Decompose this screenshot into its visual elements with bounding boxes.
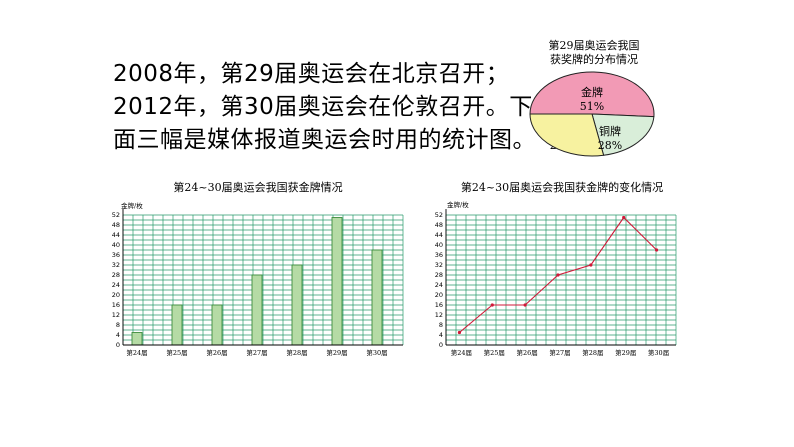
intro-line-1: 2008年，第29届奥运会在北京召开； [113,61,510,87]
y-tick-label: 8 [439,321,443,329]
data-point [589,263,593,267]
y-tick-label: 32 [112,261,120,269]
pie-slice [529,71,655,118]
x-tick-label: 第24届 [126,348,147,357]
y-tick-label: 20 [435,291,443,299]
y-tick-label: 52 [112,211,120,219]
x-tick-label: 第28届 [582,348,603,357]
bar-chart-bars [131,217,383,346]
y-tick-label: 44 [435,231,443,239]
y-tick-label: 24 [112,281,120,289]
y-tick-label: 40 [435,241,443,249]
x-tick-label: 第27届 [549,348,570,357]
x-tick-label: 第25届 [166,348,187,357]
y-tick-label: 0 [116,341,120,349]
x-tick-label: 第30届 [366,348,387,357]
y-tick-label: 36 [435,251,443,259]
pie-slice-value: 51% [580,100,604,113]
pie-title-line-2: 获奖牌的分布情况 [550,52,638,66]
pie-slice-label: 金牌 [581,85,603,99]
y-tick-label: 28 [112,271,120,279]
y-tick-label: 44 [112,231,120,239]
pie-slice-label: 铜牌 [599,124,621,138]
x-tick-label: 第25届 [484,348,505,357]
data-point [523,303,527,307]
x-tick-label: 第30届 [648,348,669,357]
y-tick-label: 4 [116,331,120,339]
data-point [556,273,560,277]
line-chart-line [457,215,659,335]
y-tick-label: 20 [112,291,120,299]
line-chart-ylabel: 金牌/枚 [447,200,469,209]
line-chart-title: 第24~30届奥运会我国获金牌的变化情况 [461,180,663,194]
y-tick-label: 32 [435,261,443,269]
y-tick-label: 12 [112,311,120,319]
x-tick-label: 第24届 [451,348,472,357]
x-tick-label: 第29届 [326,348,347,357]
y-tick-label: 4 [439,331,443,339]
y-tick-label: 48 [112,221,120,229]
y-tick-label: 40 [112,241,120,249]
y-tick-label: 16 [112,301,120,309]
pie-slice [591,113,655,156]
line-chart-grid [445,214,677,346]
y-tick-label: 48 [435,221,443,229]
data-point [457,330,462,335]
pie-title-line-1: 第29届奥运会我国 [549,38,640,52]
y-tick-label: 28 [435,271,443,279]
y-tick-label: 24 [435,281,443,289]
y-tick-label: 36 [112,251,120,259]
y-tick-label: 12 [435,311,443,319]
bar-chart-grid [122,214,404,346]
x-tick-label: 第26届 [517,348,538,357]
pie-slice [529,113,605,157]
intro-line-2: 2012年，第30届奥运会在伦敦召开。下 [113,94,533,120]
y-tick-label: 16 [435,301,443,309]
pie-slice-value: 28% [598,139,622,152]
intro-text: 2008年，第29届奥运会在北京召开； 2012年，第30届奥运会在伦敦召开。下… [113,58,536,157]
data-point [654,248,659,252]
x-tick-label: 第29届 [615,348,636,357]
bar-chart-title: 第24~30届奥运会我国获金牌情况 [173,180,342,194]
y-tick-label: 52 [435,211,443,219]
intro-line-3: 面三幅是媒体报道奥运会时用的统计图。 [113,127,536,153]
y-tick-label: 8 [116,321,120,329]
x-tick-label: 第28届 [286,348,307,357]
bar-chart-ylabel: 金牌/枚 [121,201,143,210]
data-point [490,303,494,307]
x-tick-label: 第27届 [246,348,267,357]
y-tick-label: 0 [439,341,443,349]
data-point [622,215,626,220]
x-tick-label: 第26届 [206,348,227,357]
